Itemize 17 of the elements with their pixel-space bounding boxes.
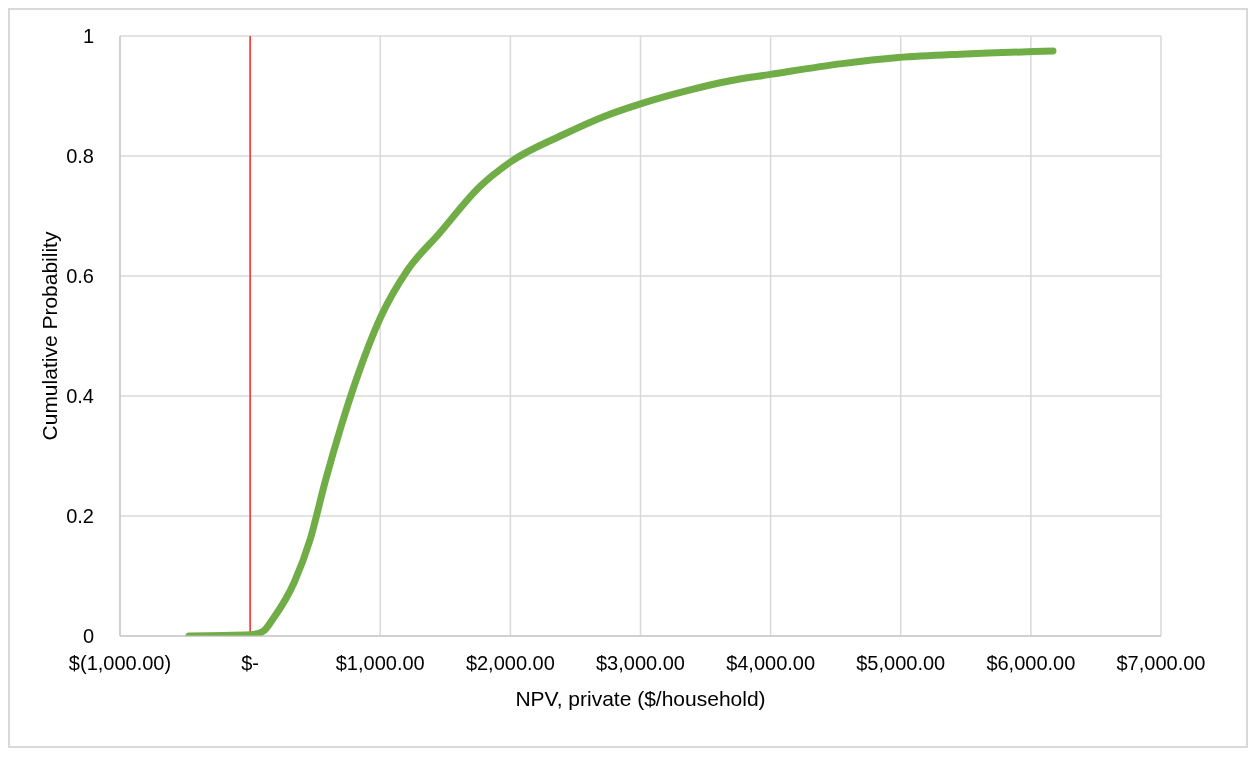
x-tick-label: $4,000.00 <box>726 652 816 675</box>
y-tick-label: 0.6 <box>66 265 94 288</box>
x-axis-title: NPV, private ($/household) <box>515 687 766 710</box>
x-tick-label: $2,000.00 <box>465 652 555 675</box>
x-tick-label: $6,000.00 <box>986 652 1076 675</box>
y-axis-title: Cumulative Probability <box>38 231 62 441</box>
x-tick-label: $7,000.00 <box>1116 652 1206 675</box>
x-tick-label: $- <box>241 652 260 675</box>
x-tick-label: $5,000.00 <box>856 652 946 675</box>
x-tick-label: $1,000.00 <box>335 652 425 675</box>
x-tick-label: $(1,000.00) <box>68 652 172 675</box>
x-tick-label: $3,000.00 <box>596 652 685 675</box>
y-tick-label: 0.4 <box>66 385 94 408</box>
y-tick-label: 0.2 <box>66 505 94 528</box>
y-tick-label: 0.8 <box>66 145 94 168</box>
y-tick-label: 1 <box>82 25 94 48</box>
y-tick-label: 0 <box>82 625 94 648</box>
